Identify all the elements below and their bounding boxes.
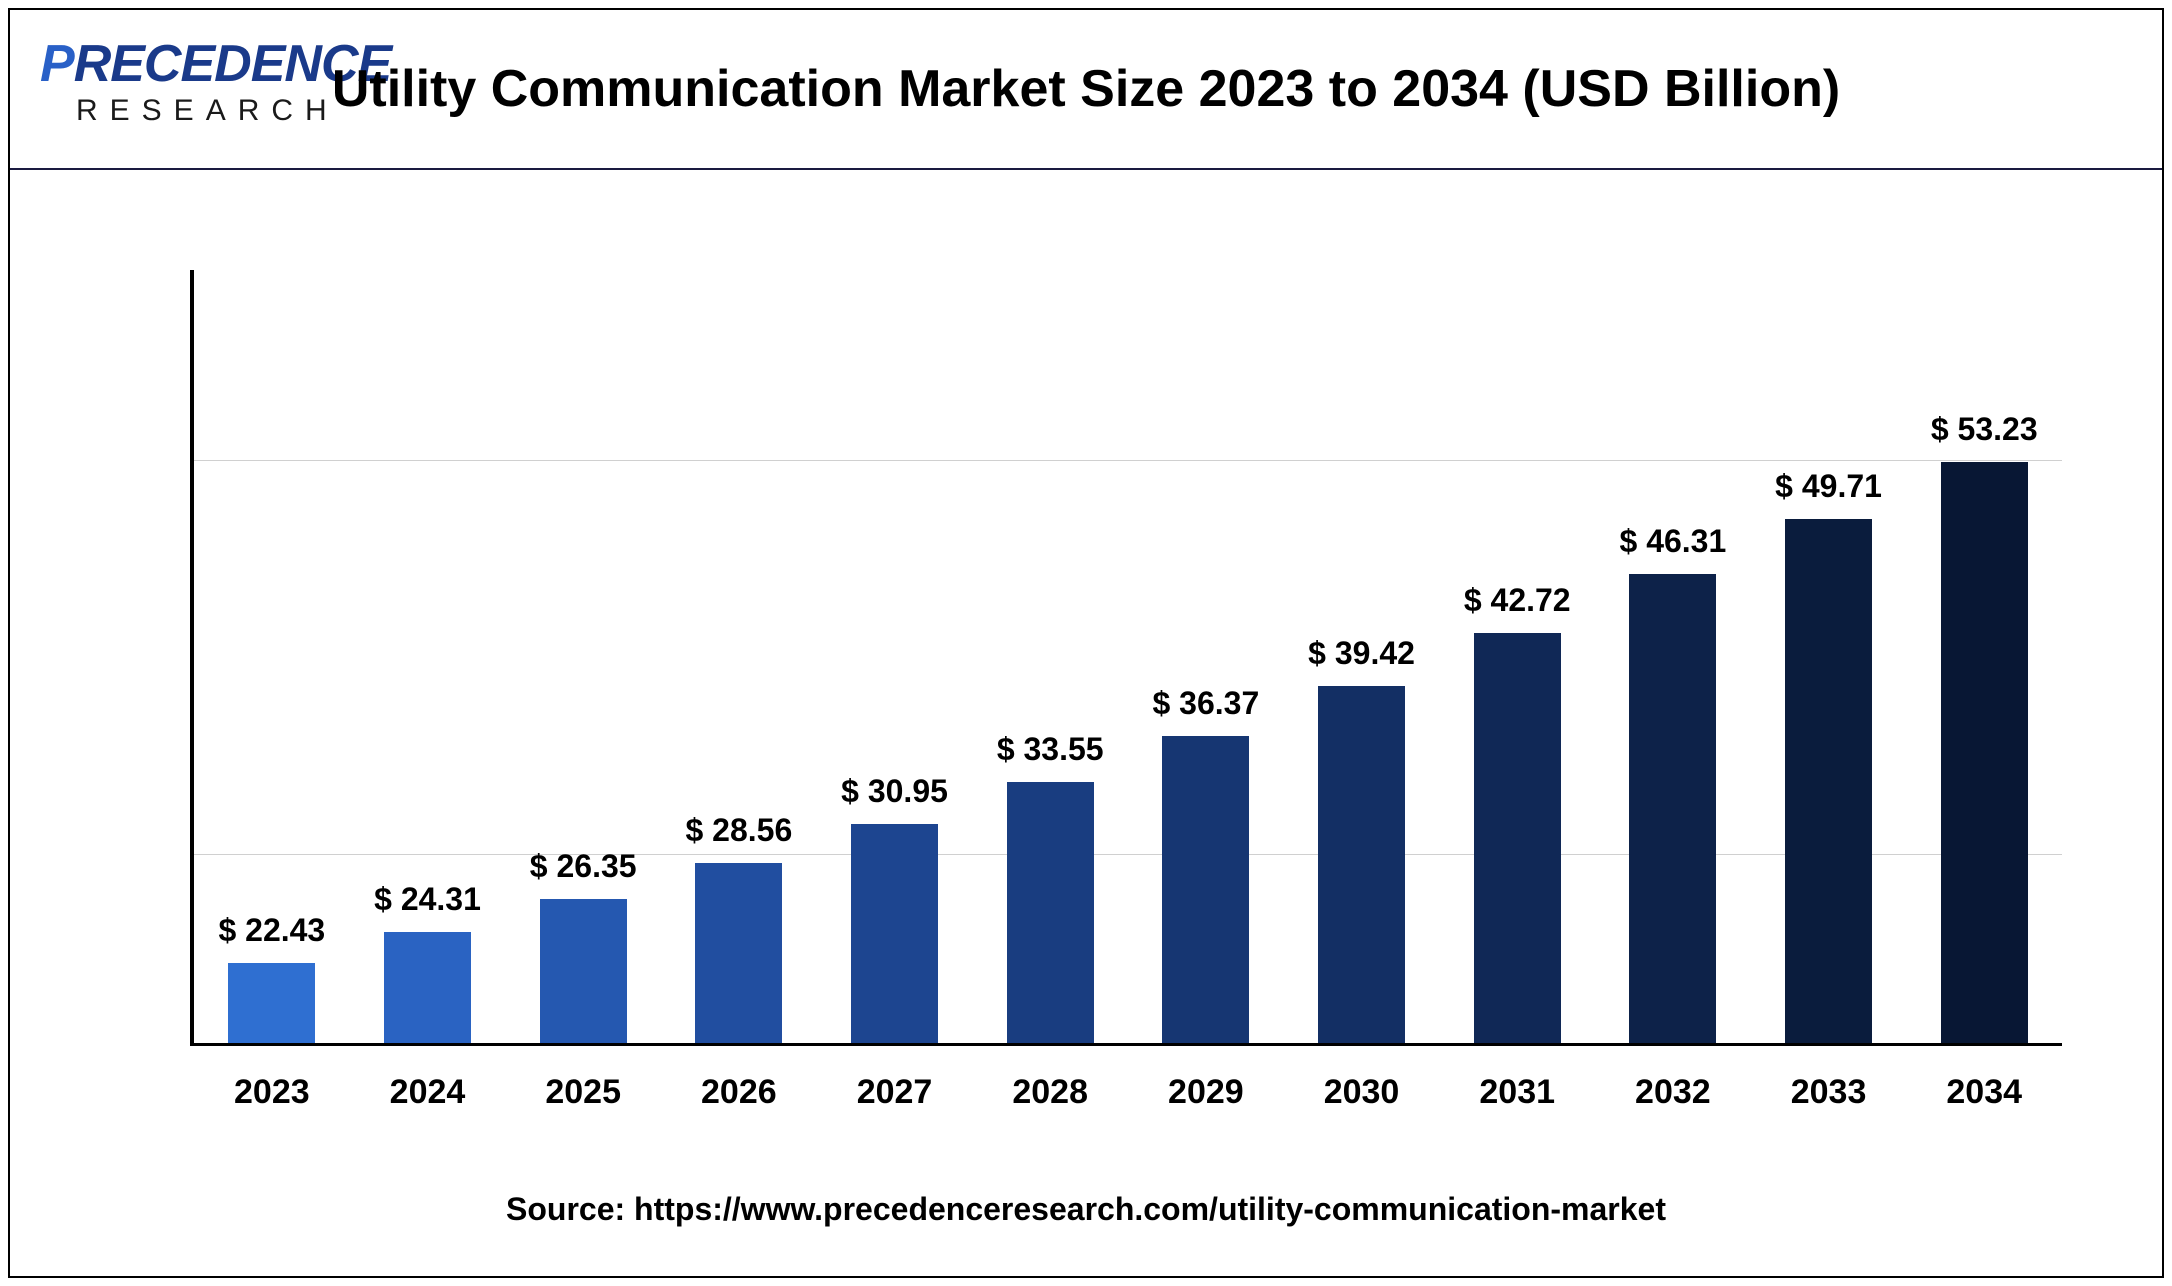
bar-value-label: $ 39.42: [1308, 635, 1415, 672]
bar-slot: $ 30.952027: [817, 270, 973, 1043]
bar: [1162, 736, 1249, 1043]
x-axis: [190, 1043, 2062, 1046]
bar: [1941, 462, 2028, 1043]
bar: [1007, 782, 1094, 1043]
category-label: 2033: [1791, 1073, 1867, 1112]
y-axis: [190, 270, 194, 1046]
bar-value-label: $ 49.71: [1775, 468, 1882, 505]
category-label: 2024: [390, 1073, 466, 1112]
bar: [695, 863, 782, 1043]
bar-slot: $ 42.722031: [1439, 270, 1595, 1043]
bars-container: $ 22.432023$ 24.312024$ 26.352025$ 28.56…: [194, 270, 2062, 1043]
bar: [1629, 574, 1716, 1043]
bar-value-label: $ 28.56: [685, 812, 792, 849]
logo-subtext: RESEARCH: [76, 94, 380, 128]
chart-area: $ 22.432023$ 24.312024$ 26.352025$ 28.56…: [190, 270, 2062, 1046]
bar: [1474, 633, 1561, 1043]
bar-slot: $ 26.352025: [505, 270, 661, 1043]
category-label: 2030: [1324, 1073, 1400, 1112]
category-label: 2026: [701, 1073, 777, 1112]
bar-slot: $ 36.372029: [1128, 270, 1284, 1043]
bar-value-label: $ 30.95: [841, 773, 948, 810]
category-label: 2032: [1635, 1073, 1711, 1112]
category-label: 2025: [545, 1073, 621, 1112]
bar-slot: $ 49.712033: [1751, 270, 1907, 1043]
bar-value-label: $ 26.35: [530, 848, 637, 885]
brand-logo: PRECEDENCE RESEARCH: [40, 38, 380, 128]
bar-value-label: $ 36.37: [1152, 685, 1259, 722]
bar: [384, 932, 471, 1043]
bar-slot: $ 24.312024: [350, 270, 506, 1043]
category-label: 2027: [857, 1073, 933, 1112]
bar-value-label: $ 42.72: [1464, 582, 1571, 619]
bar: [1785, 519, 1872, 1043]
category-label: 2029: [1168, 1073, 1244, 1112]
bar-value-label: $ 22.43: [218, 912, 325, 949]
bar-value-label: $ 33.55: [997, 731, 1104, 768]
bar-slot: $ 53.232034: [1906, 270, 2062, 1043]
source-line: Source: https://www.precedenceresearch.c…: [10, 1191, 2162, 1228]
bar-value-label: $ 53.23: [1931, 411, 2038, 448]
bar: [1318, 686, 1405, 1043]
bar: [540, 899, 627, 1043]
logo-wordmark: PRECEDENCE: [40, 38, 380, 90]
bar-slot: $ 28.562026: [661, 270, 817, 1043]
category-label: 2028: [1012, 1073, 1088, 1112]
bar: [851, 824, 938, 1043]
category-label: 2023: [234, 1073, 310, 1112]
bar-slot: $ 22.432023: [194, 270, 350, 1043]
header: PRECEDENCE RESEARCH Utility Communicatio…: [10, 10, 2162, 170]
bar-value-label: $ 24.31: [374, 881, 481, 918]
bar-slot: $ 33.552028: [972, 270, 1128, 1043]
bar: [228, 963, 315, 1043]
logo-top-text: RECEDENCE: [74, 35, 392, 93]
chart-card: PRECEDENCE RESEARCH Utility Communicatio…: [8, 8, 2164, 1278]
category-label: 2031: [1479, 1073, 1555, 1112]
bar-slot: $ 39.422030: [1284, 270, 1440, 1043]
bar-value-label: $ 46.31: [1620, 523, 1727, 560]
category-label: 2034: [1946, 1073, 2022, 1112]
bar-slot: $ 46.312032: [1595, 270, 1751, 1043]
